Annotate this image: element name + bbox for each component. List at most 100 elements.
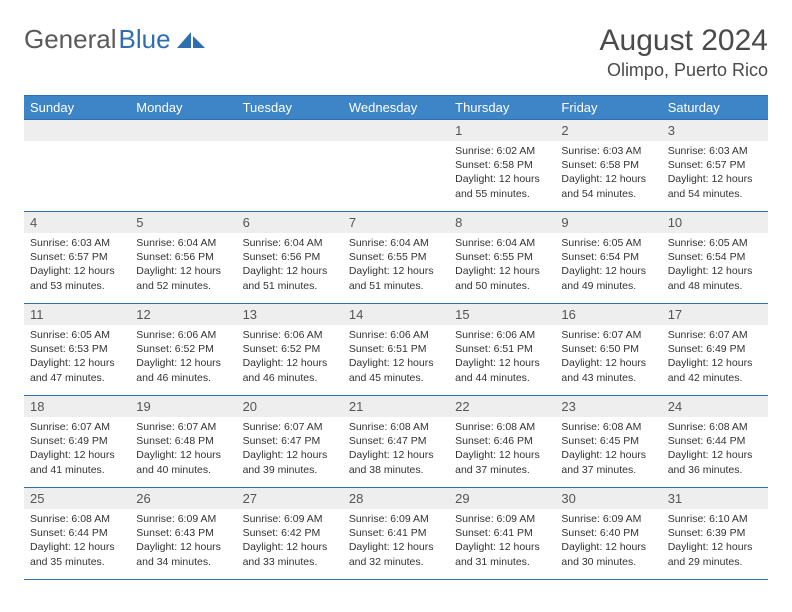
day-body: Sunrise: 6:07 AM Sunset: 6:49 PM Daylight:… xyxy=(24,417,130,481)
day-body: Sunrise: 6:08 AMSunset: 6:47 PMDaylight:… xyxy=(343,417,449,481)
sunset-line: Sunset: 6:57 PM xyxy=(668,159,746,171)
day-body: Sunrise: 6:07 AMSunset: 6:49 PMDaylight:… xyxy=(662,325,768,389)
day-number: 5 xyxy=(130,212,236,233)
weekday-header: Thursday xyxy=(449,96,555,120)
day-number: 27 xyxy=(237,488,343,509)
daylight-line: Daylight: 12 hours and 42 minutes. xyxy=(668,357,753,383)
calendar-cell: 30Sunrise: 6:09 AMSunset: 6:40 PMDayligh… xyxy=(555,488,661,580)
daylight-line: Daylight: 12 hours and 47 minutes. xyxy=(30,357,115,383)
day-number: 25 xyxy=(24,488,130,509)
daylight-line: Daylight: 12 hours and 48 minutes. xyxy=(668,265,753,291)
daylight-line: Daylight: 12 hours and 41 minutes. xyxy=(30,449,115,475)
sunrise-line: Sunrise: 6:09 AM xyxy=(136,513,216,525)
sunrise-line: Sunrise: 6:05 AM xyxy=(30,329,110,341)
daylight-line: Daylight: 12 hours and 55 minutes. xyxy=(455,173,540,199)
sunrise-line: Sunrise: 6:07 AM xyxy=(30,421,110,433)
day-body: Sunrise: 6:09 AMSunset: 6:43 PMDaylight:… xyxy=(130,509,236,573)
day-number: 13 xyxy=(237,304,343,325)
calendar-cell: 10Sunrise: 6:05 AMSunset: 6:54 PMDayligh… xyxy=(662,212,768,304)
sunset-line: Sunset: 6:49 PM xyxy=(30,435,108,447)
day-body: Sunrise: 6:06 AMSunset: 6:52 PMDaylight:… xyxy=(237,325,343,389)
day-body: Sunrise: 6:04 AMSunset: 6:55 PMDaylight:… xyxy=(343,233,449,297)
day-number: 29 xyxy=(449,488,555,509)
sunrise-line: Sunrise: 6:09 AM xyxy=(243,513,323,525)
day-body: Sunrise: 6:09 AMSunset: 6:42 PMDaylight:… xyxy=(237,509,343,573)
calendar-cell: 26Sunrise: 6:09 AMSunset: 6:43 PMDayligh… xyxy=(130,488,236,580)
daylight-line: Daylight: 12 hours and 29 minutes. xyxy=(668,541,753,567)
calendar-cell: 19Sunrise: 6:07 AMSunset: 6:48 PMDayligh… xyxy=(130,396,236,488)
calendar-row: 4Sunrise: 6:03 AMSunset: 6:57 PMDaylight… xyxy=(24,212,768,304)
logo-text-blue: Blue xyxy=(119,24,171,55)
day-number: 4 xyxy=(24,212,130,233)
weekday-header-row: Sunday Monday Tuesday Wednesday Thursday… xyxy=(24,96,768,120)
sunset-line: Sunset: 6:55 PM xyxy=(349,251,427,263)
daylight-line: Daylight: 12 hours and 31 minutes. xyxy=(455,541,540,567)
day-number: 8 xyxy=(449,212,555,233)
daylight-line: Daylight: 12 hours and 38 minutes. xyxy=(349,449,434,475)
sunrise-line: Sunrise: 6:09 AM xyxy=(349,513,429,525)
calendar-cell: 21Sunrise: 6:08 AMSunset: 6:47 PMDayligh… xyxy=(343,396,449,488)
sunrise-line: Sunrise: 6:08 AM xyxy=(668,421,748,433)
sunset-line: Sunset: 6:39 PM xyxy=(668,527,746,539)
day-number: 20 xyxy=(237,396,343,417)
sunrise-line: Sunrise: 6:03 AM xyxy=(668,145,748,157)
day-number: 10 xyxy=(662,212,768,233)
sunrise-line: Sunrise: 6:07 AM xyxy=(136,421,216,433)
sunrise-line: Sunrise: 6:09 AM xyxy=(455,513,535,525)
day-number: 17 xyxy=(662,304,768,325)
sunrise-line: Sunrise: 6:05 AM xyxy=(561,237,641,249)
sunset-line: Sunset: 6:54 PM xyxy=(561,251,639,263)
sunset-line: Sunset: 6:54 PM xyxy=(668,251,746,263)
day-number: 18 xyxy=(24,396,130,417)
daylight-line: Daylight: 12 hours and 51 minutes. xyxy=(243,265,328,291)
daylight-line: Daylight: 12 hours and 54 minutes. xyxy=(668,173,753,199)
sunset-line: Sunset: 6:58 PM xyxy=(455,159,533,171)
day-body: Sunrise: 6:08 AMSunset: 6:45 PMDaylight:… xyxy=(555,417,661,481)
daylight-line: Daylight: 12 hours and 46 minutes. xyxy=(136,357,221,383)
day-body: Sunrise: 6:04 AMSunset: 6:56 PMDaylight:… xyxy=(237,233,343,297)
calendar-cell xyxy=(343,120,449,212)
sunset-line: Sunset: 6:47 PM xyxy=(243,435,321,447)
calendar-cell: 13Sunrise: 6:06 AMSunset: 6:52 PMDayligh… xyxy=(237,304,343,396)
sunset-line: Sunset: 6:41 PM xyxy=(455,527,533,539)
day-body: Sunrise: 6:10 AMSunset: 6:39 PMDaylight:… xyxy=(662,509,768,573)
calendar-cell xyxy=(24,120,130,212)
day-number: 7 xyxy=(343,212,449,233)
calendar-row: 25Sunrise: 6:08 AMSunset: 6:44 PMDayligh… xyxy=(24,488,768,580)
sunrise-line: Sunrise: 6:04 AM xyxy=(136,237,216,249)
daylight-line: Daylight: 12 hours and 52 minutes. xyxy=(136,265,221,291)
calendar-cell: 23Sunrise: 6:08 AMSunset: 6:45 PMDayligh… xyxy=(555,396,661,488)
weekday-header: Monday xyxy=(130,96,236,120)
sunset-line: Sunset: 6:43 PM xyxy=(136,527,214,539)
sunset-line: Sunset: 6:44 PM xyxy=(668,435,746,447)
day-body: Sunrise: 6:06 AMSunset: 6:52 PMDaylight:… xyxy=(130,325,236,389)
calendar-row: 1Sunrise: 6:02 AMSunset: 6:58 PMDaylight… xyxy=(24,120,768,212)
daynum-empty xyxy=(237,120,343,141)
sunset-line: Sunset: 6:45 PM xyxy=(561,435,639,447)
sunrise-line: Sunrise: 6:06 AM xyxy=(455,329,535,341)
day-number: 23 xyxy=(555,396,661,417)
day-body: Sunrise: 6:05 AMSunset: 6:54 PMDaylight:… xyxy=(555,233,661,297)
calendar-table: Sunday Monday Tuesday Wednesday Thursday… xyxy=(24,95,768,580)
sunset-line: Sunset: 6:49 PM xyxy=(668,343,746,355)
calendar-cell: 24Sunrise: 6:08 AMSunset: 6:44 PMDayligh… xyxy=(662,396,768,488)
daylight-line: Daylight: 12 hours and 40 minutes. xyxy=(136,449,221,475)
sunrise-line: Sunrise: 6:08 AM xyxy=(349,421,429,433)
logo-text-gray: General xyxy=(24,24,117,55)
sunrise-line: Sunrise: 6:04 AM xyxy=(349,237,429,249)
month-year: August 2024 xyxy=(600,24,768,58)
day-body: Sunrise: 6:09 AMSunset: 6:40 PMDaylight:… xyxy=(555,509,661,573)
sunrise-line: Sunrise: 6:06 AM xyxy=(349,329,429,341)
calendar-cell: 6Sunrise: 6:04 AMSunset: 6:56 PMDaylight… xyxy=(237,212,343,304)
calendar-cell: 1Sunrise: 6:02 AMSunset: 6:58 PMDaylight… xyxy=(449,120,555,212)
calendar-cell: 12Sunrise: 6:06 AMSunset: 6:52 PMDayligh… xyxy=(130,304,236,396)
calendar-cell xyxy=(237,120,343,212)
day-body: Sunrise: 6:08 AMSunset: 6:44 PMDaylight:… xyxy=(662,417,768,481)
day-number: 21 xyxy=(343,396,449,417)
day-body: Sunrise: 6:02 AMSunset: 6:58 PMDaylight:… xyxy=(449,141,555,205)
header: GeneralBlue August 2024 Olimpo, Puerto R… xyxy=(24,24,768,81)
sunset-line: Sunset: 6:57 PM xyxy=(30,251,108,263)
day-number: 16 xyxy=(555,304,661,325)
calendar-cell: 20Sunrise: 6:07 AMSunset: 6:47 PMDayligh… xyxy=(237,396,343,488)
day-body: Sunrise: 6:07 AMSunset: 6:47 PMDaylight:… xyxy=(237,417,343,481)
